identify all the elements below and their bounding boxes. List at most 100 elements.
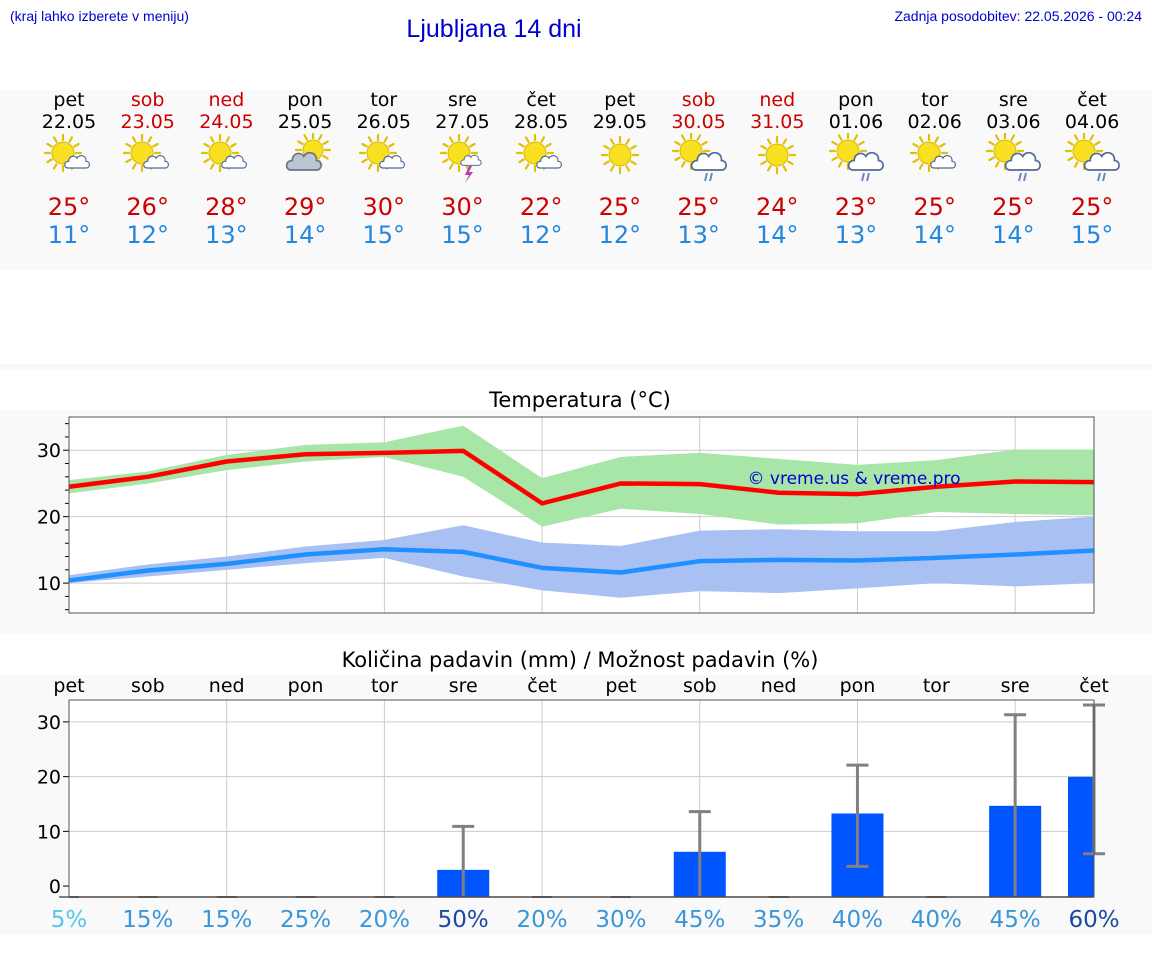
sun-ray — [203, 158, 211, 164]
sun-ray — [518, 158, 526, 164]
weather-icon-graphic — [43, 133, 90, 173]
sun-ray — [680, 134, 686, 141]
forecast-band — [0, 90, 1152, 270]
page-title: Ljubljana 14 dni — [406, 15, 582, 43]
x-category-label: pet — [605, 675, 636, 697]
sun-disc — [208, 141, 232, 165]
sun-ray — [525, 163, 530, 170]
sun-ray — [831, 156, 838, 162]
sun-disc — [679, 139, 703, 163]
weather-icon-graphic — [122, 133, 169, 173]
day-name: čet — [526, 89, 556, 111]
cloud-shape — [929, 155, 956, 169]
precip-probability: 20% — [359, 907, 410, 933]
day-date: 23.05 — [120, 111, 175, 133]
sun-ray — [68, 136, 74, 143]
sun-ray — [210, 163, 215, 170]
sun-ray — [448, 163, 454, 170]
sun-ray — [441, 158, 449, 164]
sun-ray — [760, 144, 768, 150]
forecast-day: tor 26.05 30° 15° — [344, 89, 424, 249]
cloud-shape — [285, 151, 323, 171]
cloud-shape — [459, 154, 482, 166]
weather-icon-graphic — [439, 133, 482, 183]
cloud-shape — [536, 155, 563, 169]
sun-ray — [782, 165, 788, 172]
y-tick-label: 30 — [37, 440, 61, 462]
temp-max: 25° — [1070, 193, 1114, 221]
sun-disc — [523, 141, 547, 165]
temp-max: 25° — [47, 193, 91, 221]
weather-icon-graphic — [986, 133, 1042, 182]
temp-min: 14° — [756, 221, 799, 249]
sun-ray — [609, 165, 615, 172]
sun-ray — [988, 156, 996, 162]
forecast-day: čet 28.05 22° 12° — [501, 89, 581, 249]
weather-icon-graphic — [516, 133, 563, 173]
x-category-label: tor — [371, 675, 398, 697]
sun-ray — [210, 136, 215, 143]
cloud-outline — [459, 154, 482, 166]
rain-drop — [861, 172, 865, 182]
sun-ray — [911, 142, 919, 148]
temp-min: 12° — [126, 221, 169, 249]
cloud-shape — [847, 151, 884, 171]
precip-probability: 30% — [595, 907, 646, 933]
temp-max: 22° — [519, 193, 563, 221]
lightning-bolt — [464, 166, 473, 183]
cloud-sun-icon — [265, 133, 345, 193]
cloud-outline — [221, 155, 248, 169]
sun-cloud-icon — [108, 133, 188, 193]
sun-ray — [680, 161, 686, 168]
sun-ray — [203, 142, 211, 148]
precip-probability: 25% — [280, 907, 331, 933]
forecast-day: sre 03.06 25° 14° — [973, 89, 1053, 249]
sun-cloud-icon — [895, 133, 975, 193]
day-date: 24.05 — [199, 111, 254, 133]
sun-ray — [767, 138, 772, 145]
x-category-label: pon — [840, 675, 876, 697]
temp-max: 30° — [362, 193, 406, 221]
cloud-outline — [1083, 151, 1121, 171]
sun-cloud-icon — [186, 133, 266, 193]
sun-shape — [671, 133, 710, 171]
sun-ray — [1067, 156, 1074, 162]
precip-probability: 50% — [438, 907, 489, 933]
sun-cloud-icon — [29, 133, 109, 193]
sun-shape — [986, 133, 1025, 171]
sun-rain-icon — [659, 133, 739, 193]
sun-ray — [831, 140, 838, 146]
sun-ray — [630, 160, 637, 166]
x-category-label: sre — [449, 675, 478, 697]
precip-probability: 45% — [990, 907, 1041, 933]
sun-ray — [1067, 140, 1074, 146]
sun-ray — [988, 140, 996, 146]
weather-icon-graphic — [600, 135, 639, 175]
temp-max: 25° — [677, 193, 720, 221]
forecast-day: pon 25.05 29° 14° — [265, 89, 345, 249]
precip-probability: 45% — [674, 907, 725, 933]
sun-ray — [1010, 134, 1016, 141]
day-date: 03.06 — [986, 111, 1041, 133]
sun-ray — [1089, 134, 1095, 141]
sun-ray — [603, 144, 610, 150]
day-date: 01.06 — [828, 111, 884, 133]
precip-probability: 20% — [517, 907, 568, 933]
sun-rain-icon — [816, 133, 896, 193]
weather-icon-graphic — [828, 133, 884, 182]
forecast-day: čet 04.06 25° 15° — [1052, 89, 1132, 249]
cloud-shape — [1005, 151, 1042, 171]
sun-ray — [995, 134, 1000, 141]
sun-ray — [52, 163, 58, 170]
sun-disc — [51, 141, 75, 165]
rain-drop — [1102, 172, 1107, 182]
sun-ray — [322, 154, 329, 160]
sun-ray — [361, 158, 368, 164]
watermark-text: © vreme.us & vreme.pro — [747, 469, 960, 489]
cloud-shape — [1083, 151, 1121, 171]
temp-min: 13° — [834, 221, 878, 249]
sun-ray — [46, 142, 53, 148]
sun-ray — [545, 142, 552, 148]
forecast-day: pet 22.05 25° 11° — [29, 89, 109, 249]
temp-min: 13° — [677, 221, 720, 249]
